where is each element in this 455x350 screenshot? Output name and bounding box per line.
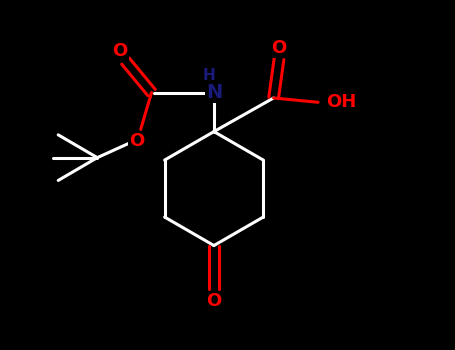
Text: N: N xyxy=(206,83,222,102)
Text: O: O xyxy=(272,39,287,57)
Text: H: H xyxy=(202,68,215,83)
Text: O: O xyxy=(129,132,144,150)
Text: O: O xyxy=(112,42,128,60)
Text: OH: OH xyxy=(326,93,356,111)
Text: O: O xyxy=(206,292,222,310)
